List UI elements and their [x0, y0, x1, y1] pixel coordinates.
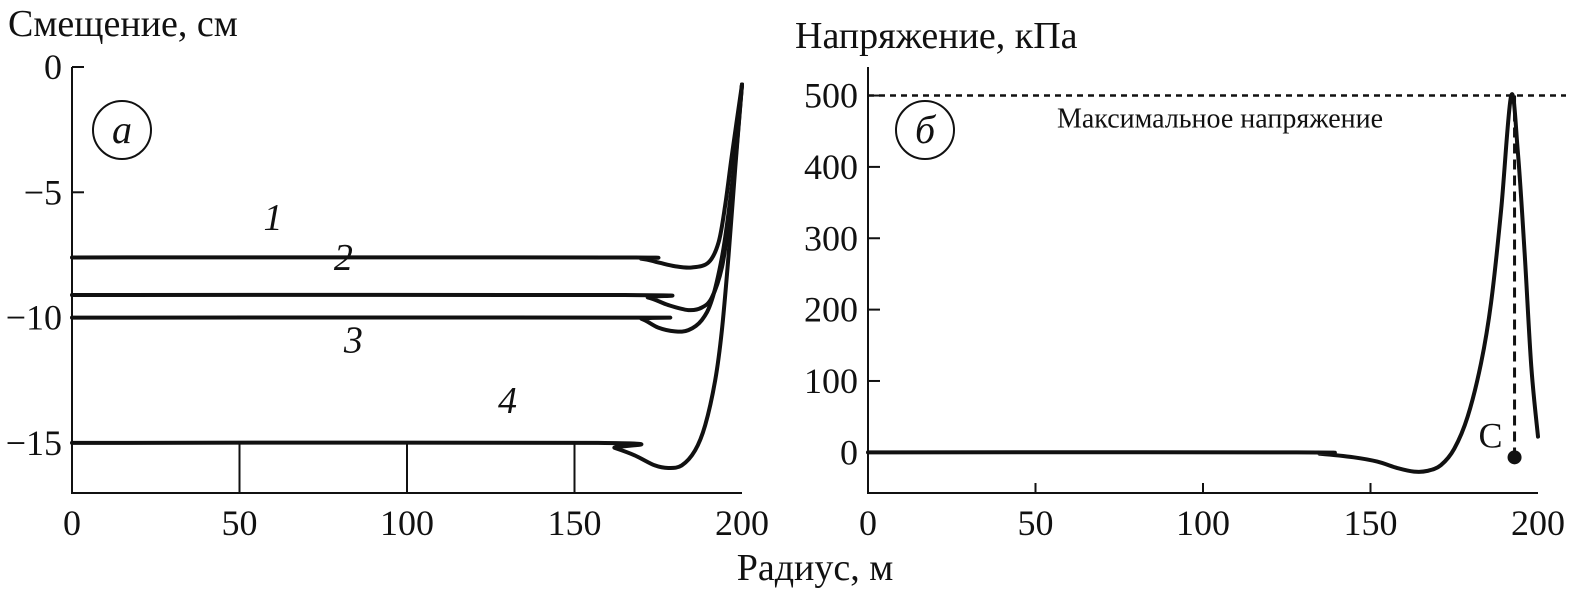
panel-b-ylabel: Напряжение, кПа	[795, 15, 1078, 57]
point-c-marker	[1507, 450, 1522, 465]
series-label-4: 4	[498, 380, 517, 422]
x-tick-label: 0	[63, 503, 81, 543]
y-tick-label: −10	[6, 298, 62, 338]
panel-a-ylabel: Смещение, см	[8, 3, 238, 45]
x-tick-label: 150	[1344, 503, 1398, 543]
y-tick-label: 0	[44, 47, 62, 87]
panel-a-label: а	[112, 107, 132, 152]
y-tick-label: 400	[804, 147, 858, 187]
series-line-3	[70, 82, 744, 334]
panel-a-axes	[71, 67, 742, 494]
y-tick-label: 300	[804, 218, 858, 258]
y-tick-label: 200	[804, 290, 858, 330]
panel-a-label-circle	[92, 100, 152, 160]
y-tick-label: −5	[24, 172, 62, 212]
point-c-label: C	[1479, 415, 1503, 455]
series-line-4	[70, 82, 744, 470]
y-tick-label: 0	[840, 432, 858, 472]
panel-b-label-circle	[895, 100, 955, 160]
series-label-1: 1	[264, 197, 283, 239]
x-tick-label: 50	[1018, 503, 1054, 543]
series-label-3: 3	[343, 320, 363, 362]
x-tick-label: 100	[380, 503, 434, 543]
x-tick-label: 200	[1511, 503, 1565, 543]
series-line-stress	[866, 92, 1540, 474]
x-tick-label: 200	[715, 503, 769, 543]
x-tick-label: 0	[859, 503, 877, 543]
panel-b-axes	[867, 67, 1538, 494]
max-stress-label: Максимальное напряжение	[1057, 104, 1383, 135]
y-tick-label: 100	[804, 361, 858, 401]
series-line-1	[70, 82, 744, 270]
x-tick-label: 150	[548, 503, 602, 543]
series-line-2	[70, 82, 744, 313]
panel-b-label: б	[915, 107, 937, 152]
x-axis-label: Радиус, м	[737, 547, 894, 589]
y-tick-label: −15	[6, 423, 62, 463]
y-tick-label: 500	[804, 76, 858, 116]
panel-b-stress-chart: Напряжение, кПа 0 50 100 150 200 0 100 200 300 40…	[795, 15, 1566, 543]
series-label-2: 2	[334, 237, 353, 279]
x-tick-label: 100	[1176, 503, 1230, 543]
x-tick-label: 50	[222, 503, 258, 543]
